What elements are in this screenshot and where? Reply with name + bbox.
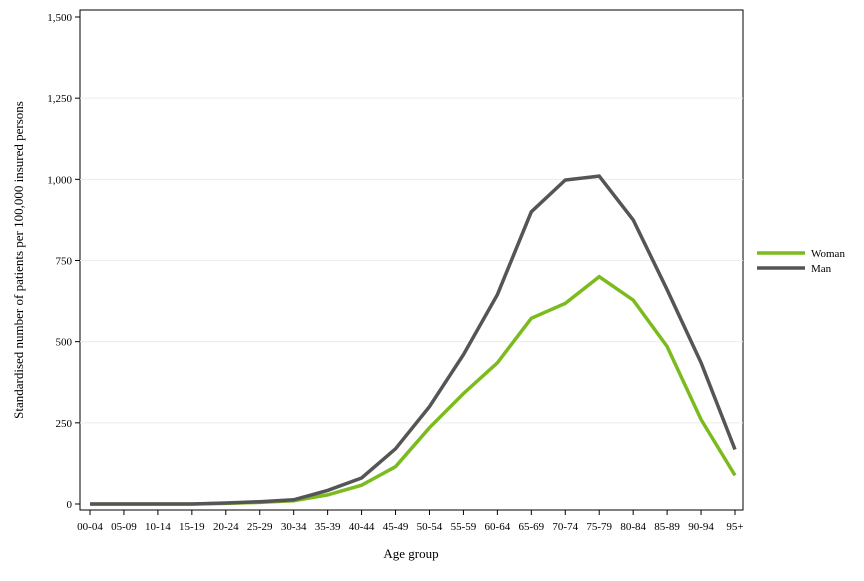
legend-label-woman: Woman [811,248,845,260]
y-tick-label: 500 [56,337,73,349]
x-tick-label: 05-09 [111,521,137,533]
x-tick-label: 60-64 [485,521,511,533]
x-tick-label: 10-14 [145,521,171,533]
legend: Woman Man [757,248,845,275]
x-tick-label: 95+ [726,521,743,533]
x-tick-label: 80-84 [620,521,646,533]
x-tick-label: 15-19 [179,521,205,533]
y-axis-ticks: 0 250 500 750 1,000 1,250 1,500 [47,12,80,511]
y-tick-label: 0 [67,499,73,511]
x-tick-label: 25-29 [247,521,273,533]
y-tick-label: 1,000 [47,174,72,186]
x-axis-title: Age group [383,546,438,561]
x-tick-label: 00-04 [77,521,103,533]
x-tick-label: 50-54 [417,521,443,533]
x-tick-label: 55-59 [451,521,477,533]
x-tick-label: 40-44 [349,521,375,533]
x-axis-ticks: 00-04 05-09 10-14 15-19 20-24 25-29 30-34 35-39… [77,510,743,533]
x-tick-label: 85-89 [654,521,680,533]
y-tick-label: 750 [56,256,73,268]
legend-label-man: Man [811,263,832,275]
y-tick-label: 1,500 [47,12,72,24]
x-tick-label: 30-34 [281,521,307,533]
x-tick-label: 75-79 [586,521,612,533]
y-axis-title: Standardised number of patients per 100,… [11,101,26,419]
y-tick-label: 1,250 [47,93,72,105]
x-tick-label: 90-94 [688,521,714,533]
x-tick-label: 45-49 [383,521,409,533]
x-tick-label: 65-69 [518,521,544,533]
y-tick-label: 250 [56,418,73,430]
x-tick-label: 35-39 [315,521,341,533]
x-tick-label: 20-24 [213,521,239,533]
x-tick-label: 70-74 [552,521,578,533]
